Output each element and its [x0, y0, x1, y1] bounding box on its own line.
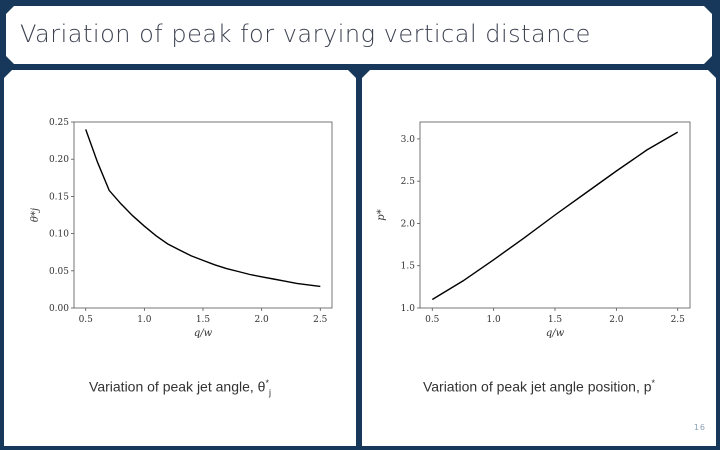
left-caption-text: Variation of peak jet angle, θ: [89, 378, 266, 395]
right-caption-sup: *: [651, 378, 656, 388]
right-chart-panel: 0.5 1.0 1.5 2.0 2.5 1.0 1.5 2.0 2.5 3.0 q/w p* Vari…: [362, 70, 716, 446]
right-chart-caption: Variation of peak jet angle position, p*: [362, 378, 716, 395]
left-chart-caption: Variation of peak jet angle, θ*j: [4, 378, 356, 397]
right-chart-y-tick-label: 2.5: [401, 177, 416, 187]
left-chart-y-axis-label: θ*j: [30, 208, 41, 222]
slide-title: Variation of peak for varying vertical d…: [20, 20, 591, 48]
right-chart-x-tick-label: 1.0: [486, 315, 501, 325]
left-chart-x-tick-label: 0.5: [79, 315, 94, 325]
right-chart-y-tick-label: 3.0: [401, 135, 416, 145]
left-chart-plot-frame: [74, 122, 332, 308]
right-chart-x-tick-label: 2.5: [671, 315, 686, 325]
left-chart-y-tick-label: 0.25: [49, 118, 69, 128]
left-chart-x-tick-label: 2.5: [313, 315, 328, 325]
right-chart-x-axis-label: q/w: [546, 328, 565, 339]
left-chart-panel: 0.5 1.0 1.5 2.0 2.5 0.00 0.05 0.10 0.15 0.20 0.25 q…: [4, 70, 356, 446]
left-chart-x-axis-label: q/w: [194, 328, 213, 339]
right-chart-y-axis-label: p*: [376, 209, 387, 220]
left-chart-series-line: [86, 129, 321, 286]
right-chart-series-line: [432, 132, 677, 299]
right-chart-x-tick-label: 1.5: [548, 315, 563, 325]
left-caption-sup: *: [265, 378, 269, 388]
left-chart-y-tick-label: 0.10: [49, 230, 69, 240]
peak-jet-angle-chart: 0.5 1.0 1.5 2.0 2.5 0.00 0.05 0.10 0.15 0.20 0.25 q…: [4, 70, 356, 370]
left-caption-sub: j: [268, 387, 271, 398]
left-chart-y-tick-label: 0.20: [49, 155, 69, 165]
right-caption-text: Variation of peak jet angle position, p: [422, 378, 652, 395]
slide-title-box: Variation of peak for varying vertical d…: [6, 6, 712, 64]
left-chart-x-tick-label: 2.0: [254, 315, 269, 325]
right-chart-x-tick-label: 0.5: [425, 315, 440, 325]
right-chart-y-tick-label: 2.0: [401, 219, 416, 229]
right-chart-y-tick-label: 1.5: [401, 262, 416, 272]
left-chart-y-tick-label: 0.05: [49, 267, 69, 277]
left-chart-x-tick-label: 1.0: [137, 315, 152, 325]
page-number: 16: [693, 423, 706, 432]
right-chart-y-tick-label: 1.0: [401, 304, 416, 314]
peak-jet-angle-position-chart: 0.5 1.0 1.5 2.0 2.5 1.0 1.5 2.0 2.5 3.0 q/w p*: [362, 70, 716, 370]
left-chart-y-tick-label: 0.00: [49, 304, 69, 314]
left-chart-y-tick-label: 0.15: [49, 192, 69, 202]
left-chart-x-tick-label: 1.5: [196, 315, 211, 325]
right-chart-x-tick-label: 2.0: [609, 315, 624, 325]
